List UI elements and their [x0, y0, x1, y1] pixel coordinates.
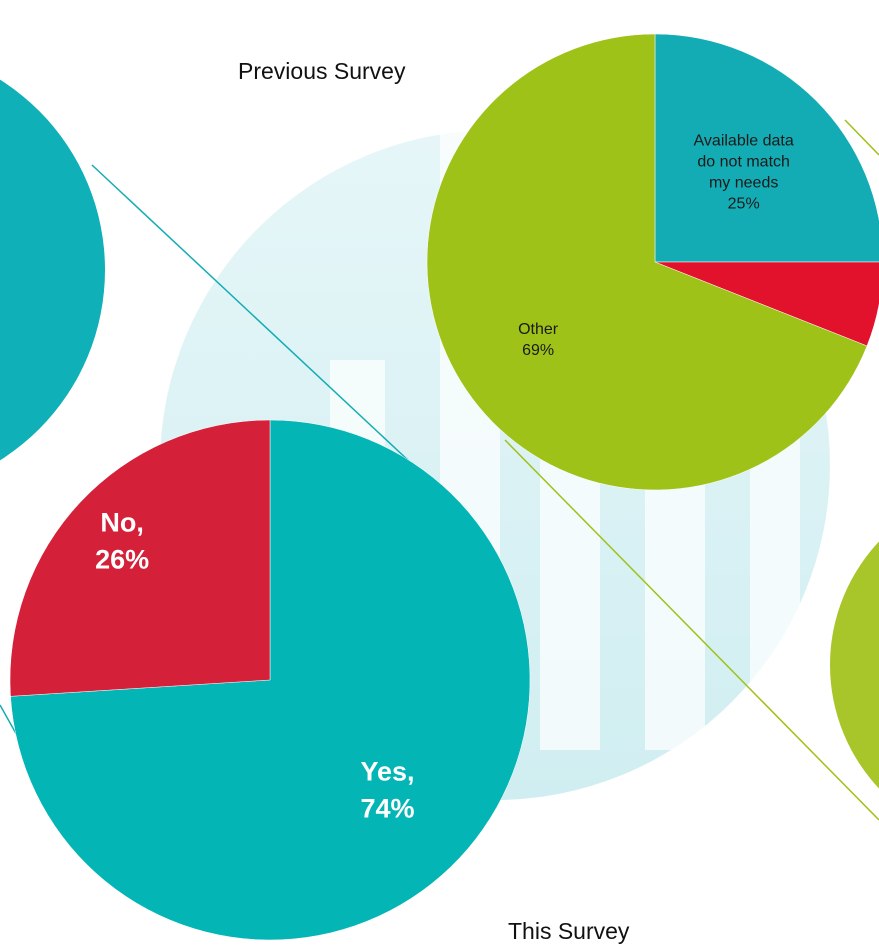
value-label: 69% [522, 342, 555, 360]
chart-title: This Survey [508, 918, 630, 944]
data-label: Available data do not match my needs 25% [689, 132, 799, 215]
value-label: 25% [727, 195, 760, 213]
category-label: Other [518, 321, 559, 339]
connector [91, 164, 411, 463]
data-label: Yes, 74% [323, 754, 453, 827]
connector [844, 119, 879, 156]
category-label: Available data do not match my needs [693, 132, 794, 192]
partial-pie-right [830, 541, 879, 789]
connector [504, 439, 879, 821]
data-label: Other 69% [483, 321, 593, 363]
chart-title: Previous Survey [238, 58, 406, 84]
pies [9, 33, 879, 941]
pie-slice [426, 33, 868, 491]
partial-pie-left [0, 79, 105, 461]
pie-slice [9, 419, 271, 697]
category-label: Yes, [360, 756, 415, 787]
value-label: 26% [95, 544, 150, 575]
value-label: 74% [360, 793, 415, 824]
data-label: No, 26% [57, 505, 187, 578]
category-label: No, [100, 507, 144, 538]
